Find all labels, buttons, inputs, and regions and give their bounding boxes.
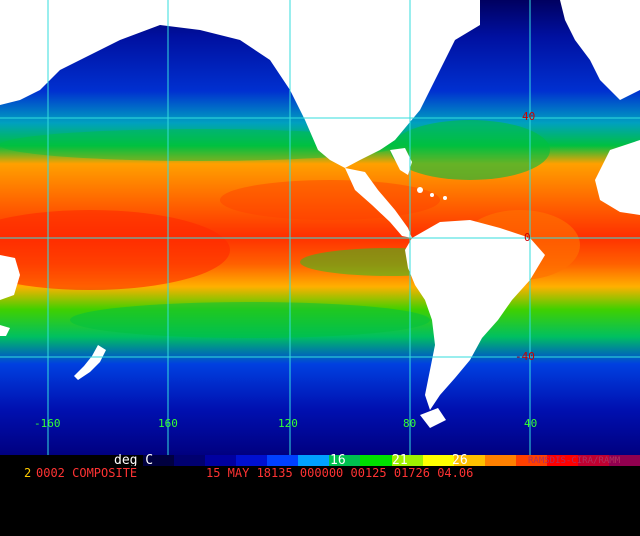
colorbar-segment [608, 455, 640, 467]
colorbar-segment [205, 455, 238, 467]
lon-label-minus-160: -160 [34, 417, 61, 430]
land [0, 0, 640, 428]
new-zealand [74, 345, 106, 380]
colorbar-segment [143, 455, 176, 467]
colorbar-segment [267, 455, 300, 467]
north-pacific-green [0, 129, 400, 161]
graticule [0, 0, 640, 455]
australia [0, 255, 20, 300]
colorbar-unit-label: deg C [114, 453, 154, 468]
europe-top [560, 0, 640, 100]
colorbar-segment [484, 455, 517, 467]
lat-label-minus-40: -40 [515, 350, 535, 363]
colorbar-segment [391, 455, 424, 467]
colorbar-segment [546, 455, 579, 467]
sst-map-canvas [0, 0, 640, 455]
south-america [405, 220, 545, 410]
colorbar-segment [298, 455, 331, 467]
lat-label-40: 40 [522, 110, 536, 123]
colorbar-segment [515, 455, 548, 467]
footer-title: 0002 COMPOSITE [36, 466, 138, 480]
south-pacific-green [70, 302, 430, 338]
lon-label-40: 40 [524, 417, 538, 430]
footer-number: 2 [24, 466, 32, 480]
footer: 2 0002 COMPOSITE 15 MAY 18135 000000 001… [0, 456, 640, 480]
colorbar-tick-26: 26 [452, 453, 468, 468]
footer-credit: RAMSDIS-CIRA/RAMM [528, 456, 621, 466]
africa [595, 140, 640, 215]
caribbean-island [443, 196, 447, 200]
colorbar-segment [422, 455, 455, 467]
lon-label-120: 120 [278, 417, 298, 430]
warm-pool-west [0, 210, 230, 290]
florida [390, 148, 412, 175]
colorbar-tick-21: 21 [392, 453, 408, 468]
colorbar-segment [577, 455, 610, 467]
sst-map: 40 0 -40 -160 160 120 80 40 [0, 0, 640, 455]
north-america [0, 0, 480, 168]
caribbean-island [417, 187, 423, 193]
colorbar-segment [360, 455, 393, 467]
central-america [345, 168, 412, 238]
colorbar-segment [174, 455, 207, 467]
lon-label-80: 80 [403, 417, 417, 430]
north-atlantic-green [390, 120, 550, 180]
colorbar-segment [453, 455, 486, 467]
footer-timestamp: 15 MAY 18135 000000 00125 01726 04.06 [206, 466, 474, 480]
colorbar-segment [112, 455, 144, 467]
colorbar [112, 455, 640, 467]
colorbar-segment [236, 455, 269, 467]
colorbar-tick-16: 16 [330, 453, 346, 468]
south-tip [420, 408, 446, 428]
lat-label-0: 0 [524, 231, 531, 244]
lon-label-160: 160 [158, 417, 178, 430]
colorbar-segment [329, 455, 362, 467]
caribbean-island [430, 193, 434, 197]
warm-pool-east [220, 180, 440, 220]
tasmania [0, 325, 10, 336]
